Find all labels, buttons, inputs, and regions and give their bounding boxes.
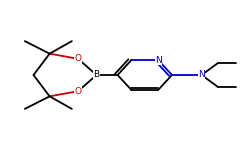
Text: O: O xyxy=(74,54,82,63)
Text: N: N xyxy=(198,70,205,80)
Text: B: B xyxy=(94,70,100,80)
Text: N: N xyxy=(155,56,162,65)
Text: O: O xyxy=(74,87,82,96)
